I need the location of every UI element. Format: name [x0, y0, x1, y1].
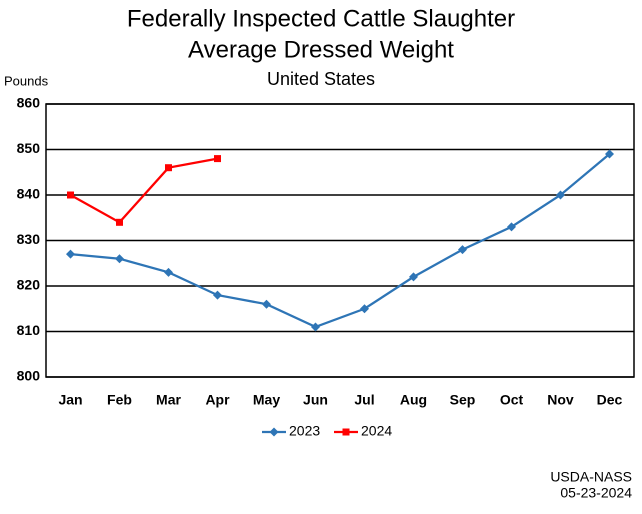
point: [311, 322, 320, 332]
point: [360, 304, 369, 314]
point: [556, 190, 565, 200]
legend-label: 2024: [361, 423, 392, 439]
point: [605, 149, 614, 159]
chart-title: Average Dressed Weight: [188, 36, 454, 63]
x-tick-label: Dec: [597, 392, 623, 408]
x-tick-label: Jan: [58, 392, 82, 408]
point: [214, 155, 221, 163]
x-tick-label: Feb: [107, 392, 132, 408]
x-tick-label: Jun: [303, 392, 328, 408]
legend-marker: [269, 427, 279, 437]
y-axis-label: Pounds: [4, 73, 49, 88]
point: [165, 164, 172, 172]
x-tick-label: Apr: [205, 392, 230, 408]
point: [507, 222, 516, 232]
y-tick-label: 860: [17, 95, 41, 111]
point: [213, 290, 222, 300]
line: [69, 157, 218, 224]
point: [458, 245, 467, 255]
point: [409, 272, 418, 282]
y-tick-label: 810: [17, 322, 41, 338]
y-tick-label: 840: [17, 186, 41, 202]
line: [70, 153, 611, 329]
source: 05-23-2024: [560, 485, 632, 501]
point: [67, 191, 74, 199]
point: [66, 249, 75, 259]
y-tick-label: 850: [17, 140, 41, 156]
source: USDA-NASS: [550, 469, 632, 485]
legend-label: 2023: [289, 423, 320, 439]
legend-marker: [342, 428, 350, 436]
point: [115, 254, 124, 264]
x-tick-label: May: [253, 392, 280, 408]
y-tick-label: 800: [17, 368, 41, 384]
plot-border: [45, 103, 635, 378]
chart-subtitle: United States: [267, 69, 375, 89]
y-tick-label: 820: [17, 277, 41, 293]
x-tick-label: Oct: [500, 392, 524, 408]
x-tick-label: Mar: [156, 392, 181, 408]
x-tick-label: Aug: [400, 392, 427, 408]
y-tick-label: 830: [17, 231, 41, 247]
x-tick-label: Sep: [450, 392, 476, 408]
x-tick-label: Jul: [354, 392, 374, 408]
point: [164, 267, 173, 277]
point: [262, 299, 271, 309]
chart-title: Federally Inspected Cattle Slaughter: [127, 5, 515, 32]
point: [116, 218, 123, 226]
x-tick-label: Nov: [547, 392, 574, 408]
